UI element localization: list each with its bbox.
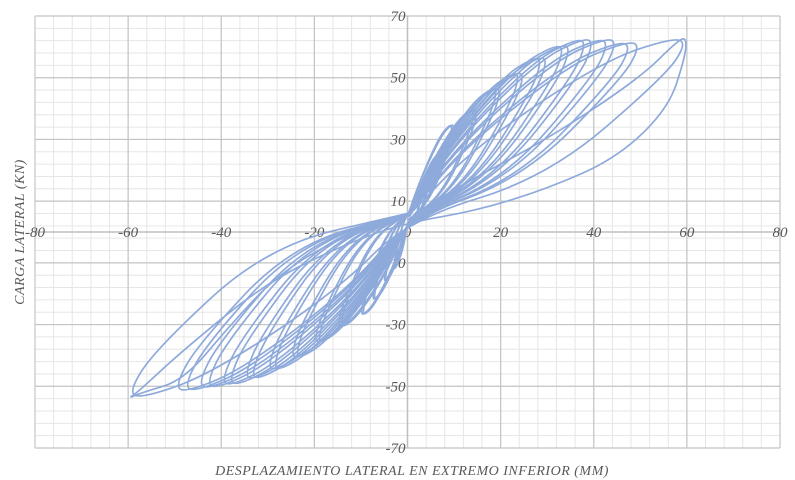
y-tick-label: 70 — [391, 9, 407, 25]
hysteresis-loop — [131, 39, 684, 397]
hysteresis-loop — [208, 39, 607, 388]
tick-labels: -80 -60 -40 -20 0 20 40 60 80-70-50-30-101030507… — [25, 9, 788, 457]
x-tick-label: 60 — [679, 225, 695, 241]
major-grid — [34, 15, 781, 449]
y-tick-label: -70 — [386, 441, 406, 457]
x-tick-label: -40 — [211, 225, 231, 241]
hysteresis-loop — [230, 39, 585, 385]
y-tick-label: -30 — [386, 318, 406, 334]
hysteresis-loop — [252, 45, 563, 379]
hysteresis-loop-outer — [130, 38, 687, 398]
y-tick-label: 10 — [391, 194, 407, 210]
series-group — [130, 38, 687, 398]
y-tick-label: 30 — [390, 132, 407, 148]
x-axis-title: DESPLAZAMIENTO LATERAL EN EXTREMO INFERI… — [214, 464, 609, 479]
y-tick-label: 50 — [391, 71, 407, 87]
x-tick-label: -80 — [25, 225, 45, 241]
x-tick-label: 20 — [493, 225, 509, 241]
x-tick-label: 80 — [773, 225, 789, 241]
x-tick-label: 40 — [586, 225, 602, 241]
y-axis-title: CARGA LATERAL (KN) — [13, 159, 28, 305]
x-tick-label: -60 — [118, 225, 138, 241]
y-tick-label: -50 — [386, 379, 406, 395]
x-tick-label: 0 — [404, 225, 412, 241]
